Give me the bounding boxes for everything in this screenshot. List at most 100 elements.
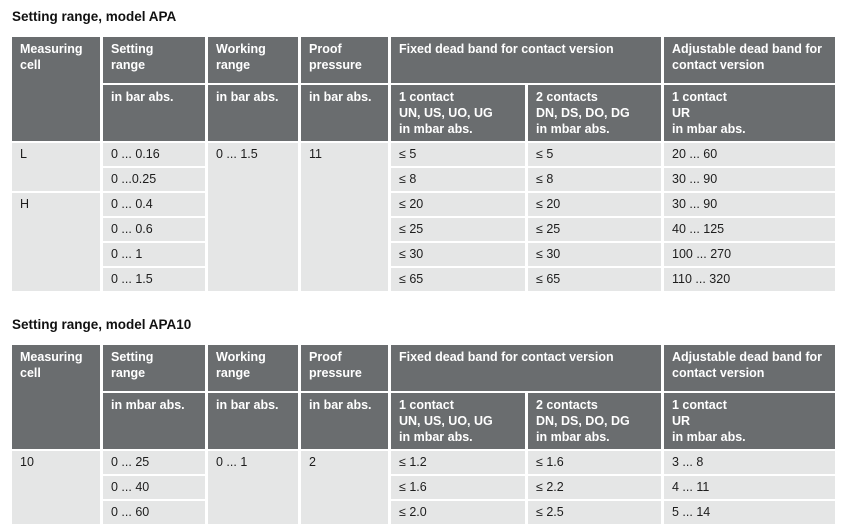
dead-band-1-value: ≤ 5 [391,143,525,166]
setting-range-value: 0 ... 0.6 [103,218,205,241]
col-header-setting-range: Setting range [103,345,205,391]
table-row: 0 ... 40 ≤ 1.6 ≤ 2.2 4 ... 11 [12,476,835,499]
col-header-working-range: Working range [208,345,298,391]
dead-band-1-value: ≤ 1.2 [391,451,525,474]
contact-adj-line1: 1 contact [672,90,727,104]
apa-table-body: L 0 ... 0.16 0 ... 1.5 11 ≤ 5 ≤ 5 20 ...… [12,143,835,291]
setting-range-value: 0 ... 1 [103,243,205,266]
adjustable-dead-band-value: 3 ... 8 [664,451,835,474]
unit-working-range: in bar abs. [208,393,298,449]
dead-band-1-value: ≤ 20 [391,193,525,216]
adjustable-dead-band-value: 4 ... 11 [664,476,835,499]
dead-band-1-value: ≤ 65 [391,268,525,291]
apa10-table-header: Measuring cell Setting range Working ran… [12,345,835,449]
col-header-fixed-dead-band: Fixed dead band for contact version [391,345,661,391]
col-header-setting-range: Setting range [103,37,205,83]
section-apa: Setting range, model APA Measuring cell … [12,9,840,293]
dead-band-2-value: ≤ 30 [528,243,661,266]
working-range-value: 0 ... 1 [208,451,298,524]
table-row: H 0 ... 0.4 ≤ 20 ≤ 20 30 ... 90 [12,193,835,291]
measuring-cell-value: L [12,143,100,191]
col-header-proof-pressure: Proof pressure [301,345,388,391]
setting-range-value: 0 ... 0.16 [103,143,205,166]
col-header-measuring-cell: Measuring cell [12,37,100,141]
col-header-setting-range-label: Setting range [111,42,154,72]
dead-band-1-value: ≤ 2.0 [391,501,525,524]
setting-range-value: 0 ... 60 [103,501,205,524]
subheader-contact-adjustable: 1 contact UR in mbar abs. [664,85,835,141]
adjustable-dead-band-value: 5 ... 14 [664,501,835,524]
col-header-measuring-cell-label: Measuring cell [20,350,83,380]
contact-adj-line2: UR [672,106,691,120]
section-title-apa10: Setting range, model APA10 [12,317,192,332]
dead-band-2-value: ≤ 2.2 [528,476,661,499]
contact-adj-line3: in mbar abs. [672,122,746,136]
unit-working-range: in bar abs. [208,85,298,141]
dead-band-2-value: ≤ 65 [528,268,661,291]
measuring-cell-value: H [12,193,100,291]
contact-1-line2: UN, US, UO, UG [399,414,493,428]
unit-setting-range: in mbar abs. [103,393,205,449]
proof-pressure-value: 2 [301,451,388,524]
dead-band-2-value: ≤ 5 [528,143,661,166]
adjustable-dead-band-value: 100 ... 270 [664,243,835,266]
setting-range-value: 0 ... 25 [103,451,205,474]
contact-2-line1: 2 contacts [536,398,598,412]
table-row: L 0 ... 0.16 0 ... 1.5 11 ≤ 5 ≤ 5 20 ...… [12,143,835,291]
col-header-fixed-dead-band: Fixed dead band for contact version [391,37,661,83]
col-header-adjustable-dead-band: Adjustable dead band for contact version [664,37,835,83]
contact-adj-line1: 1 contact [672,398,727,412]
col-header-proof-pressure: Proof pressure [301,37,388,83]
subheader-contact-adjustable: 1 contact UR in mbar abs. [664,393,835,449]
col-header-working-range-label: Working range [216,350,266,380]
subheader-contact-2: 2 contacts DN, DS, DO, DG in mbar abs. [528,85,661,141]
apa-spec-table: Measuring cell Setting range Working ran… [9,35,838,293]
col-header-measuring-cell-label: Measuring cell [20,42,83,72]
dead-band-1-value: ≤ 30 [391,243,525,266]
adjustable-dead-band-value: 30 ... 90 [664,193,835,216]
contact-2-line3: in mbar abs. [536,430,610,444]
contact-1-line3: in mbar abs. [399,122,473,136]
dead-band-1-value: ≤ 8 [391,168,525,191]
apa10-spec-table: Measuring cell Setting range Working ran… [9,343,838,526]
contact-adj-line2: UR [672,414,691,428]
unit-proof-pressure: in bar abs. [301,393,388,449]
dead-band-1-value: ≤ 25 [391,218,525,241]
dead-band-1-value: ≤ 1.6 [391,476,525,499]
contact-1-line2: UN, US, UO, UG [399,106,493,120]
adjustable-dead-band-value: 110 ... 320 [664,268,835,291]
dead-band-2-value: ≤ 20 [528,193,661,216]
contact-1-line1: 1 contact [399,90,454,104]
setting-range-value: 0 ... 0.4 [103,193,205,216]
section-apa10: Setting range, model APA10 Measuring cel… [12,317,840,526]
contact-2-line2: DN, DS, DO, DG [536,106,630,120]
table-row: 0 ... 1.5 ≤ 65 ≤ 65 110 ... 320 [12,268,835,291]
unit-proof-pressure: in bar abs. [301,85,388,141]
col-header-working-range: Working range [208,37,298,83]
table-row: 10 0 ... 25 0 ... 1 2 ≤ 1.2 ≤ 1.6 3 ... … [12,451,835,524]
col-header-proof-pressure-label: Proof pressure [309,42,362,72]
dead-band-2-value: ≤ 25 [528,218,661,241]
dead-band-2-value: ≤ 8 [528,168,661,191]
apa-table-header: Measuring cell Setting range Working ran… [12,37,835,141]
subheader-contact-2: 2 contacts DN, DS, DO, DG in mbar abs. [528,393,661,449]
contact-2-line1: 2 contacts [536,90,598,104]
adjustable-dead-band-value: 20 ... 60 [664,143,835,166]
apa10-table-body: 10 0 ... 25 0 ... 1 2 ≤ 1.2 ≤ 1.6 3 ... … [12,451,835,524]
proof-pressure-value: 11 [301,143,388,291]
datasheet-page: Setting range, model APA Measuring cell … [12,9,840,526]
setting-range-value: 0 ...0.25 [103,168,205,191]
adjustable-dead-band-value: 30 ... 90 [664,168,835,191]
table-row: 0 ... 0.6 ≤ 25 ≤ 25 40 ... 125 [12,218,835,241]
unit-setting-range: in bar abs. [103,85,205,141]
adjustable-dead-band-value: 40 ... 125 [664,218,835,241]
section-title-apa: Setting range, model APA [12,9,177,24]
table-row: 0 ...0.25 ≤ 8 ≤ 8 30 ... 90 [12,168,835,191]
measuring-cell-value: 10 [12,451,100,524]
col-header-setting-range-label: Setting range [111,350,154,380]
table-row: 0 ... 60 ≤ 2.0 ≤ 2.5 5 ... 14 [12,501,835,524]
col-header-adjustable-dead-band: Adjustable dead band for contact version [664,345,835,391]
col-header-measuring-cell: Measuring cell [12,345,100,449]
setting-range-value: 0 ... 1.5 [103,268,205,291]
contact-1-line3: in mbar abs. [399,430,473,444]
